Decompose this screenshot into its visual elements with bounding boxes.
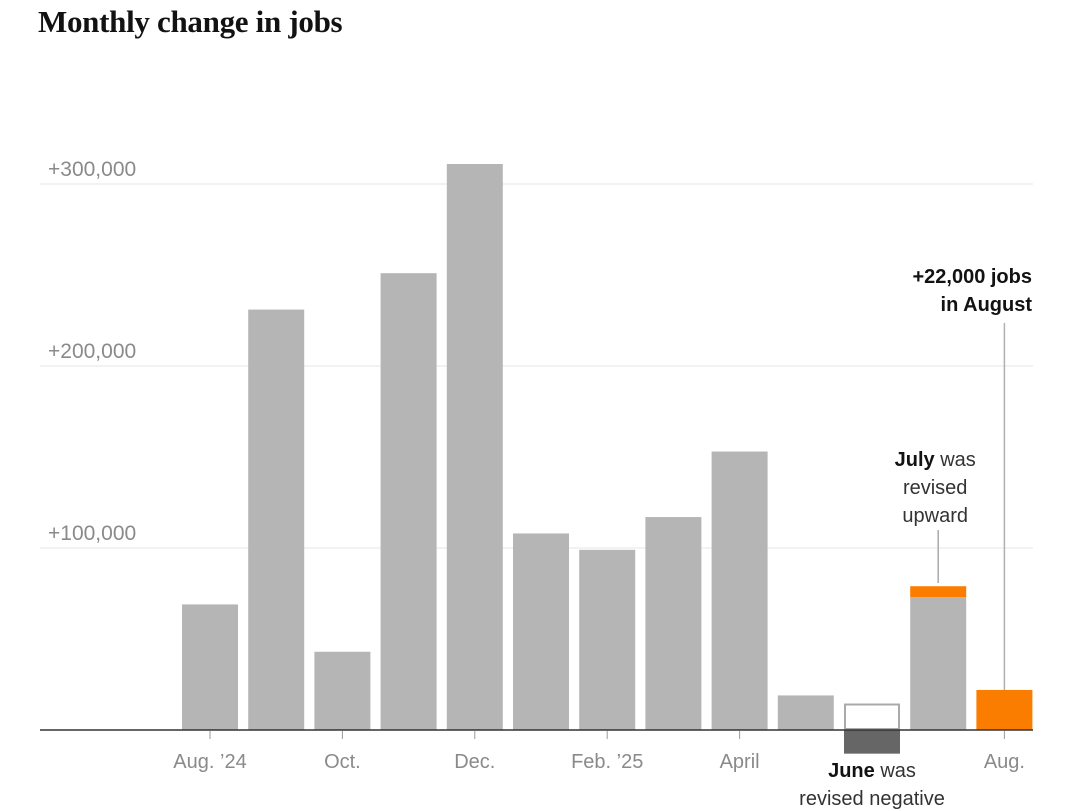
bar-june-revised (844, 730, 900, 754)
bar-july-revision (910, 586, 967, 598)
june-annotation-bold: June (828, 760, 875, 782)
bar (711, 451, 768, 730)
bar (513, 533, 569, 730)
bar (314, 651, 371, 730)
august-annotation-line2: in August (941, 294, 1033, 316)
july-annotation-line3: upward (902, 505, 968, 527)
bar-june-previous-estimate (844, 703, 900, 731)
annotations: July was revised upward June was revised neg… (799, 266, 1032, 810)
bar-july-previous-estimate (910, 597, 967, 730)
x-tick-label: Aug. (984, 751, 1025, 773)
y-tick-label: +100,000 (48, 522, 136, 545)
bars (182, 163, 1033, 754)
labels: +100,000 +200,000 +300,000 Aug. ’24 Oct. Dec.… (48, 158, 1025, 773)
bar (446, 163, 503, 731)
bar (777, 695, 834, 730)
july-annotation-rest: was (935, 449, 976, 471)
gridlines (40, 183, 1033, 549)
june-annotation-line2: revised negative (799, 788, 945, 810)
july-annotation-line1: July was (895, 449, 976, 471)
bar (380, 273, 437, 730)
y-tick-label: +200,000 (48, 340, 136, 363)
y-tick-label: +300,000 (48, 158, 136, 181)
x-tick-label: Dec. (454, 751, 495, 773)
bar (248, 309, 305, 730)
bar (645, 517, 702, 730)
june-annotation-line1: June was (828, 760, 916, 782)
axes (40, 729, 1033, 739)
x-tick-label: Aug. ’24 (173, 751, 246, 773)
july-annotation-line2: revised (903, 477, 967, 499)
x-tick-label: Oct. (324, 751, 361, 773)
chart-title: Monthly change in jobs (38, 4, 343, 39)
x-tick-label: April (720, 751, 760, 773)
bar-august (976, 689, 1033, 730)
july-annotation-bold: July (895, 449, 936, 471)
june-annotation-rest: was (875, 760, 916, 782)
bar (579, 549, 636, 730)
august-annotation-line1: +22,000 jobs (912, 266, 1032, 288)
x-tick-label: Feb. ’25 (571, 751, 643, 773)
bar (182, 604, 238, 730)
